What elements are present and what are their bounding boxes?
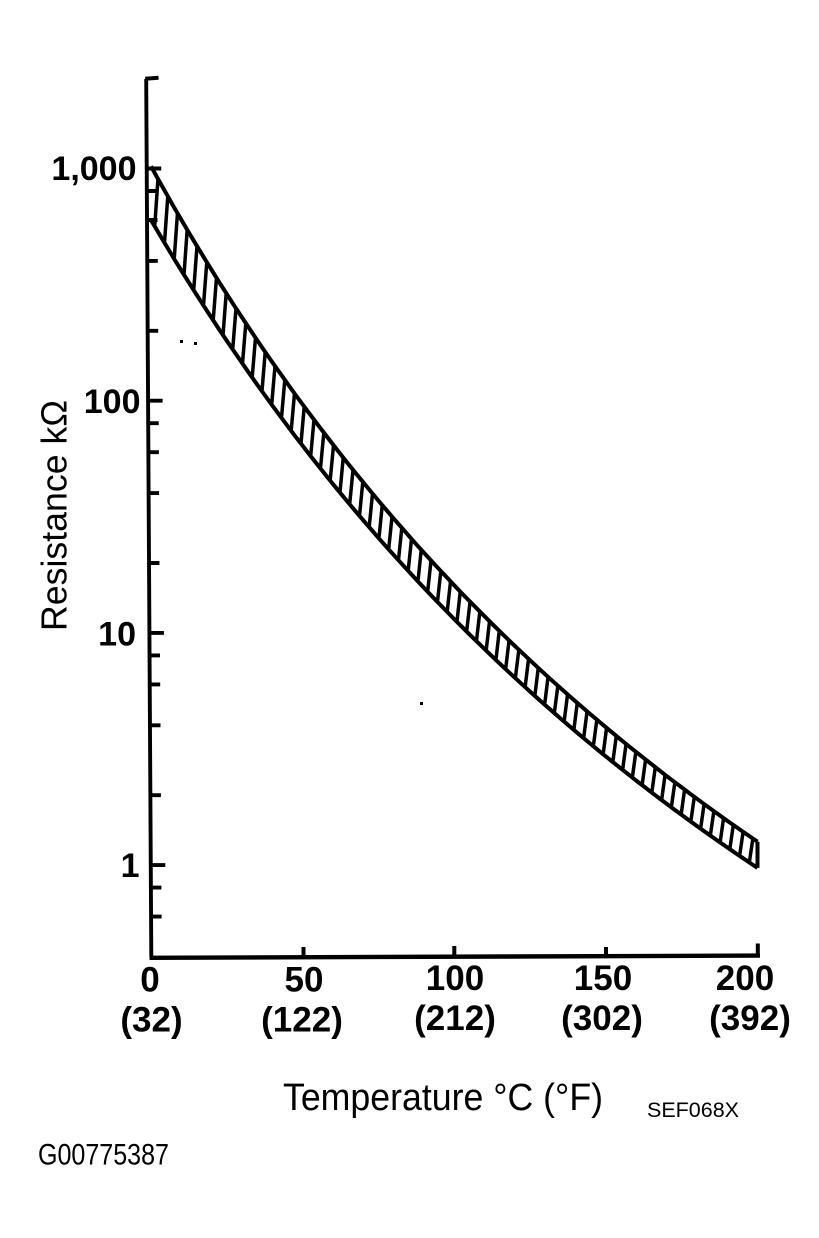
svg-text:Resistance kΩ: Resistance kΩ bbox=[34, 400, 75, 631]
svg-text:(392): (392) bbox=[709, 999, 791, 1038]
svg-text:(32): (32) bbox=[120, 1001, 182, 1040]
svg-text:SEF068X: SEF068X bbox=[647, 1099, 739, 1122]
svg-text:100: 100 bbox=[84, 383, 141, 421]
svg-text:100: 100 bbox=[426, 959, 484, 998]
svg-text:1,000: 1,000 bbox=[51, 150, 136, 188]
svg-text:1: 1 bbox=[121, 847, 140, 885]
svg-text:Temperature °C (°F): Temperature °C (°F) bbox=[283, 1077, 603, 1119]
svg-text:0: 0 bbox=[140, 961, 159, 1000]
svg-text:10: 10 bbox=[98, 616, 136, 654]
svg-text:(302): (302) bbox=[561, 999, 643, 1038]
svg-text:(212): (212) bbox=[414, 999, 496, 1038]
svg-text:150: 150 bbox=[574, 959, 632, 998]
svg-text:G00775387: G00775387 bbox=[38, 1139, 169, 1172]
svg-text:(122): (122) bbox=[261, 1001, 343, 1040]
svg-text:200: 200 bbox=[716, 959, 774, 998]
svg-text:50: 50 bbox=[285, 961, 324, 1000]
